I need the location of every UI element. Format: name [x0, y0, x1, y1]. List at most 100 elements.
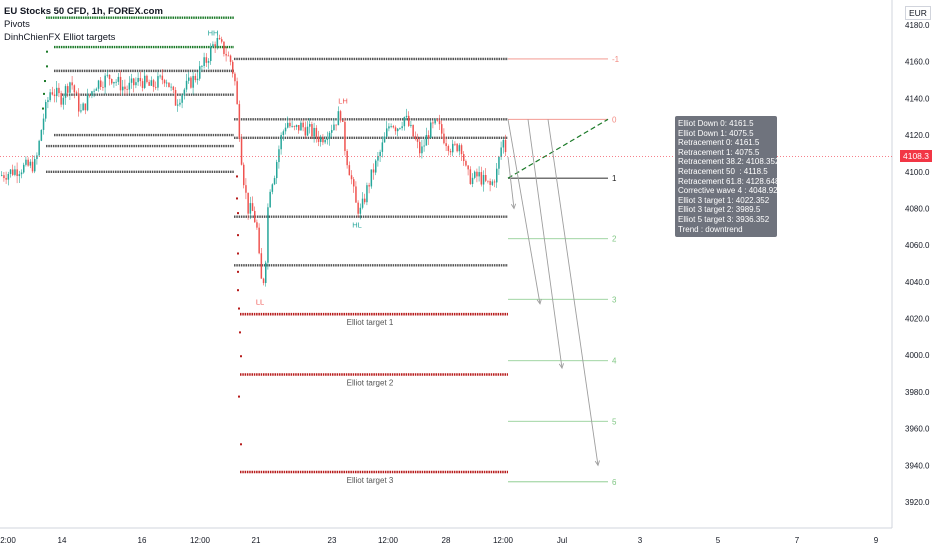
- candle-body: [69, 82, 71, 93]
- target-arrow-line[interactable]: [547, 119, 599, 466]
- candle-body: [51, 92, 54, 95]
- candle-body: [331, 130, 333, 133]
- candle-body: [97, 80, 100, 89]
- candle-body: [86, 94, 89, 111]
- candle-body: [104, 75, 106, 88]
- candle-body: [31, 161, 34, 172]
- y-tick-label: 4180.0: [905, 21, 930, 30]
- candle-body: [265, 262, 267, 284]
- candle-body: [232, 61, 234, 74]
- candle-body: [174, 90, 177, 106]
- candle-body: [447, 146, 450, 151]
- x-tick-label: 2:00: [0, 536, 16, 545]
- candle-body: [280, 134, 282, 150]
- target-arrow-line[interactable]: [507, 157, 515, 209]
- y-tick-label: 3940.0: [905, 461, 930, 470]
- candle-body: [298, 125, 300, 131]
- candle-body: [357, 202, 359, 214]
- candle-body: [199, 66, 201, 79]
- candle-body: [353, 179, 355, 187]
- candle-body: [419, 141, 421, 154]
- candle-body: [403, 117, 406, 127]
- info-line: Elliot 3 target 2: 3989.5: [678, 205, 761, 215]
- info-line: Retracement 1: 4075.5: [678, 147, 760, 157]
- candle-body: [53, 94, 56, 97]
- fib-level-label: 1: [612, 174, 617, 183]
- elliot-target-label: Elliot target 2: [347, 378, 394, 387]
- info-line: Elliot Down 0: 4161.5: [678, 119, 754, 128]
- candle-body: [108, 74, 111, 80]
- candle-body: [229, 55, 232, 62]
- candle-body: [60, 93, 62, 105]
- candle-body: [306, 126, 309, 136]
- target-arrow-line[interactable]: [507, 119, 541, 304]
- candle-body: [436, 119, 439, 121]
- x-tick-label: 3: [638, 536, 643, 545]
- candle-body: [100, 80, 102, 87]
- candle-body: [234, 73, 236, 82]
- target-arrow-line[interactable]: [527, 119, 563, 369]
- candle-body: [166, 82, 168, 84]
- pivot-label: HH: [208, 29, 219, 38]
- candle-body: [324, 139, 326, 143]
- candle-body: [302, 122, 304, 128]
- y-tick-label: 3920.0: [905, 498, 930, 507]
- candle-body: [493, 181, 496, 183]
- candle-body: [498, 156, 500, 169]
- projection-line[interactable]: [507, 118, 609, 179]
- candle-body: [190, 77, 192, 88]
- pivot-dot: [238, 307, 240, 310]
- x-tick-label: 9: [874, 536, 879, 545]
- candle-body: [441, 124, 443, 134]
- candle-body: [247, 192, 249, 214]
- symbol-title[interactable]: EU Stocks 50 CFD, 1h, FOREX.com: [4, 6, 163, 17]
- candle-body: [183, 89, 186, 95]
- y-tick-label: 4100.0: [905, 168, 930, 177]
- indicator-elliot[interactable]: DinhChienFX Elliot targets: [4, 32, 116, 43]
- y-tick-label: 4020.0: [905, 315, 930, 324]
- pivot-dot: [236, 175, 238, 178]
- candle-body: [410, 124, 412, 126]
- currency-label[interactable]: EUR: [905, 6, 931, 20]
- candle-body: [469, 169, 472, 184]
- candle-body: [56, 87, 58, 97]
- pivot-dot: [237, 252, 239, 255]
- candle-body: [113, 81, 115, 84]
- fib-level-label: 2: [612, 235, 617, 244]
- candle-body: [122, 86, 124, 91]
- candle-body: [487, 180, 489, 182]
- info-line: Retracement 61.8: 4128.648: [678, 176, 780, 186]
- x-tick-label: 16: [138, 536, 147, 545]
- elliot-target-label: Elliot target 1: [347, 318, 394, 327]
- info-line: Trend : downtrend: [678, 224, 743, 234]
- candle-body: [445, 143, 447, 147]
- y-tick-label: 4080.0: [905, 204, 930, 213]
- candle-body: [295, 125, 298, 127]
- indicator-pivots[interactable]: Pivots: [4, 19, 30, 30]
- last-price-badge: 4108.3: [900, 150, 932, 162]
- candle-body: [236, 81, 238, 105]
- candle-body: [78, 93, 80, 112]
- candle-body: [276, 162, 278, 179]
- candle-body: [82, 103, 84, 111]
- candle-body: [9, 169, 12, 174]
- candle-body: [443, 133, 445, 144]
- candle-body: [245, 185, 247, 193]
- candle-body: [93, 90, 95, 92]
- candle-body: [89, 94, 91, 96]
- candle-body: [434, 119, 436, 124]
- candle-body: [500, 147, 502, 157]
- y-tick-label: 3980.0: [905, 388, 930, 397]
- candle-body: [328, 132, 331, 139]
- candle-body: [157, 76, 159, 88]
- candle-body: [269, 191, 271, 208]
- candle-body: [172, 86, 175, 91]
- candle-body: [425, 134, 428, 146]
- candle-body: [95, 88, 98, 91]
- candle-body: [260, 253, 263, 279]
- pivot-dot: [239, 331, 241, 334]
- candle-body: [482, 174, 485, 185]
- candle-body: [91, 91, 93, 96]
- x-tick-label: 21: [252, 536, 261, 545]
